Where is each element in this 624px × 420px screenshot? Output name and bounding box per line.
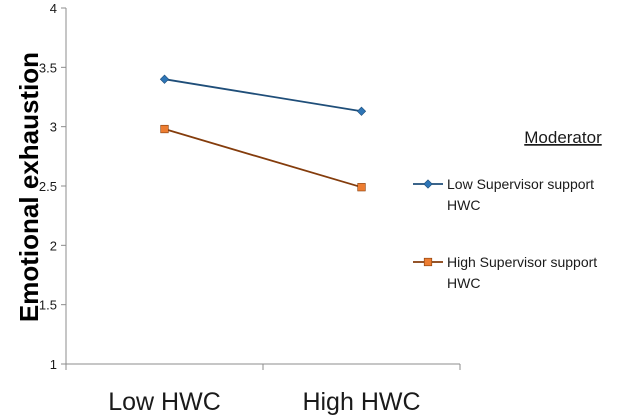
legend-label: High Supervisor support (447, 254, 597, 270)
data-point (159, 74, 170, 84)
legend-title: Moderator (524, 128, 602, 147)
legend-label: HWC (447, 197, 480, 213)
data-point (356, 106, 367, 116)
y-tick-label: 3 (50, 120, 57, 135)
series-line (164, 128, 362, 189)
series-1 (159, 74, 367, 116)
y-tick-label: 1.5 (39, 298, 57, 313)
y-ticks: 1 1.5 2 2.5 3 3.5 4 (39, 1, 57, 372)
y-axis-label: Emotional exhaustion (14, 52, 44, 322)
x-categories: Low HWC High HWC (108, 388, 420, 416)
x-category-label: Low HWC (108, 388, 221, 416)
series-2 (160, 124, 366, 192)
axes (61, 7, 461, 370)
series-line (164, 78, 362, 113)
x-category-label: High HWC (302, 388, 420, 416)
y-tick-label: 2 (50, 238, 57, 253)
legend-label: HWC (447, 275, 480, 291)
data-point (160, 124, 169, 134)
series-group (159, 74, 367, 192)
y-tick-label: 2.5 (39, 179, 57, 194)
y-tick-label: 3.5 (39, 60, 57, 75)
legend-swatch-marker (423, 179, 433, 189)
data-point (357, 183, 366, 192)
legend-label: Low Supervisor support (447, 176, 594, 192)
legend: Moderator Low Supervisor supportHWCHigh … (413, 128, 602, 291)
legend-swatch-marker (423, 257, 433, 267)
y-tick-label: 4 (50, 1, 57, 16)
legend-item: Low Supervisor support HWC (413, 176, 594, 213)
legend-item: High Supervisor support HWC (413, 254, 597, 291)
y-tick-label: 1 (50, 357, 57, 372)
